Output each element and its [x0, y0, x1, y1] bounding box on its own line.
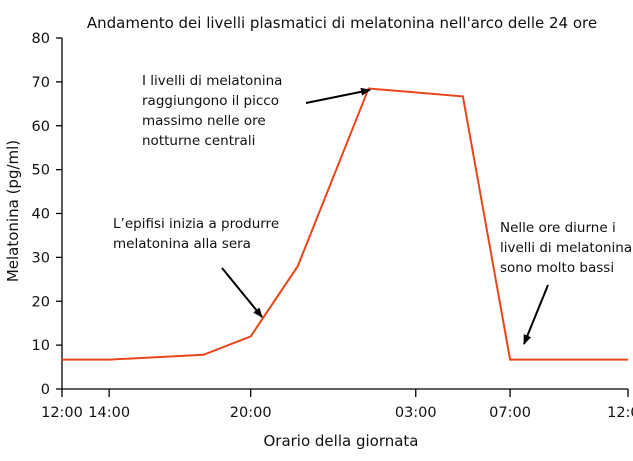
y-tick-label: 80 [32, 31, 50, 47]
annotation-peak-line: I livelli di melatonina [142, 73, 282, 89]
chart-title: Andamento dei livelli plasmatici di mela… [87, 14, 597, 32]
x-tick-label: 07:00 [489, 405, 531, 421]
y-axis: 0 10 20 30 40 50 60 70 80 [32, 31, 63, 398]
annotation-peak-line: notturne centrali [142, 133, 255, 149]
y-tick-label: 30 [32, 250, 50, 266]
x-tick-label: 14:00 [88, 405, 130, 421]
x-tick-label: 12:00 [41, 405, 83, 421]
y-tick-label: 40 [32, 207, 50, 223]
annotation-evening-line: L’epifisi inizia a produrre [113, 216, 279, 232]
annotation-evening: L’epifisi inizia a produrre melatonina a… [113, 216, 283, 252]
annotation-daytime-line: livelli di melatonina [500, 240, 632, 256]
x-axis-label: Orario della giornata [263, 432, 418, 450]
y-tick-label: 20 [32, 294, 50, 310]
x-axis: 12:00 14:00 20:00 03:00 07:00 12:00 [41, 388, 633, 421]
y-tick-label: 10 [32, 338, 50, 354]
annotation-peak-line: massimo nelle ore [142, 113, 266, 129]
annotation-peak: I livelli di melatonina raggiungono il p… [142, 73, 287, 149]
melatonin-series-line [62, 87, 628, 361]
x-tick-label: 20:00 [230, 405, 272, 421]
annotation-evening-arrow [221, 267, 263, 318]
y-tick-label: 50 [32, 163, 50, 179]
annotation-peak-line: raggiungono il picco [142, 93, 279, 109]
annotation-daytime-line: sono molto bassi [500, 260, 614, 276]
annotation-daytime: Nelle ore diurne i livelli di melatonina… [500, 220, 633, 276]
x-tick-label: 03:00 [395, 405, 437, 421]
annotation-peak-arrow [305, 87, 371, 104]
y-tick-label: 70 [32, 75, 50, 91]
annotation-evening-line: melatonina alla sera [113, 236, 251, 252]
series-layer [62, 87, 628, 361]
y-tick-label: 0 [41, 382, 50, 398]
y-tick-label: 60 [32, 119, 50, 135]
annotation-daytime-arrow [523, 284, 549, 345]
x-tick-label: 12:00 [607, 405, 633, 421]
annotation-daytime-line: Nelle ore diurne i [500, 220, 616, 236]
y-axis-label: Melatonina (pg/ml) [4, 140, 22, 282]
